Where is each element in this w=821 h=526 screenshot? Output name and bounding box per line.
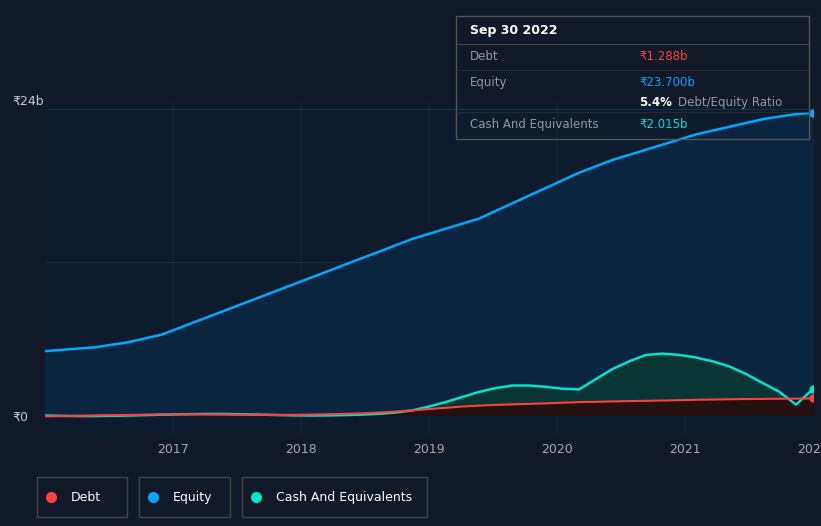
Text: Debt: Debt [470,50,498,64]
Text: 2019: 2019 [413,443,445,456]
Text: 2021: 2021 [669,443,700,456]
Text: 2020: 2020 [541,443,573,456]
Text: Debt/Equity Ratio: Debt/Equity Ratio [678,96,782,109]
Text: 2018: 2018 [285,443,317,456]
Text: Equity: Equity [470,76,507,89]
Text: Sep 30 2022: Sep 30 2022 [470,24,557,37]
Text: 5.4%: 5.4% [640,96,672,109]
Text: Cash And Equivalents: Cash And Equivalents [276,491,411,503]
Text: ₹24b: ₹24b [12,95,44,108]
Text: 2017: 2017 [157,443,189,456]
Text: ₹1.288b: ₹1.288b [640,50,688,64]
Text: Debt: Debt [71,491,101,503]
Text: Cash And Equivalents: Cash And Equivalents [470,118,599,132]
Text: ₹0: ₹0 [12,410,28,423]
Text: 2022: 2022 [797,443,821,456]
Text: Equity: Equity [173,491,213,503]
Text: ₹23.700b: ₹23.700b [640,76,695,89]
Text: ₹2.015b: ₹2.015b [640,118,688,132]
